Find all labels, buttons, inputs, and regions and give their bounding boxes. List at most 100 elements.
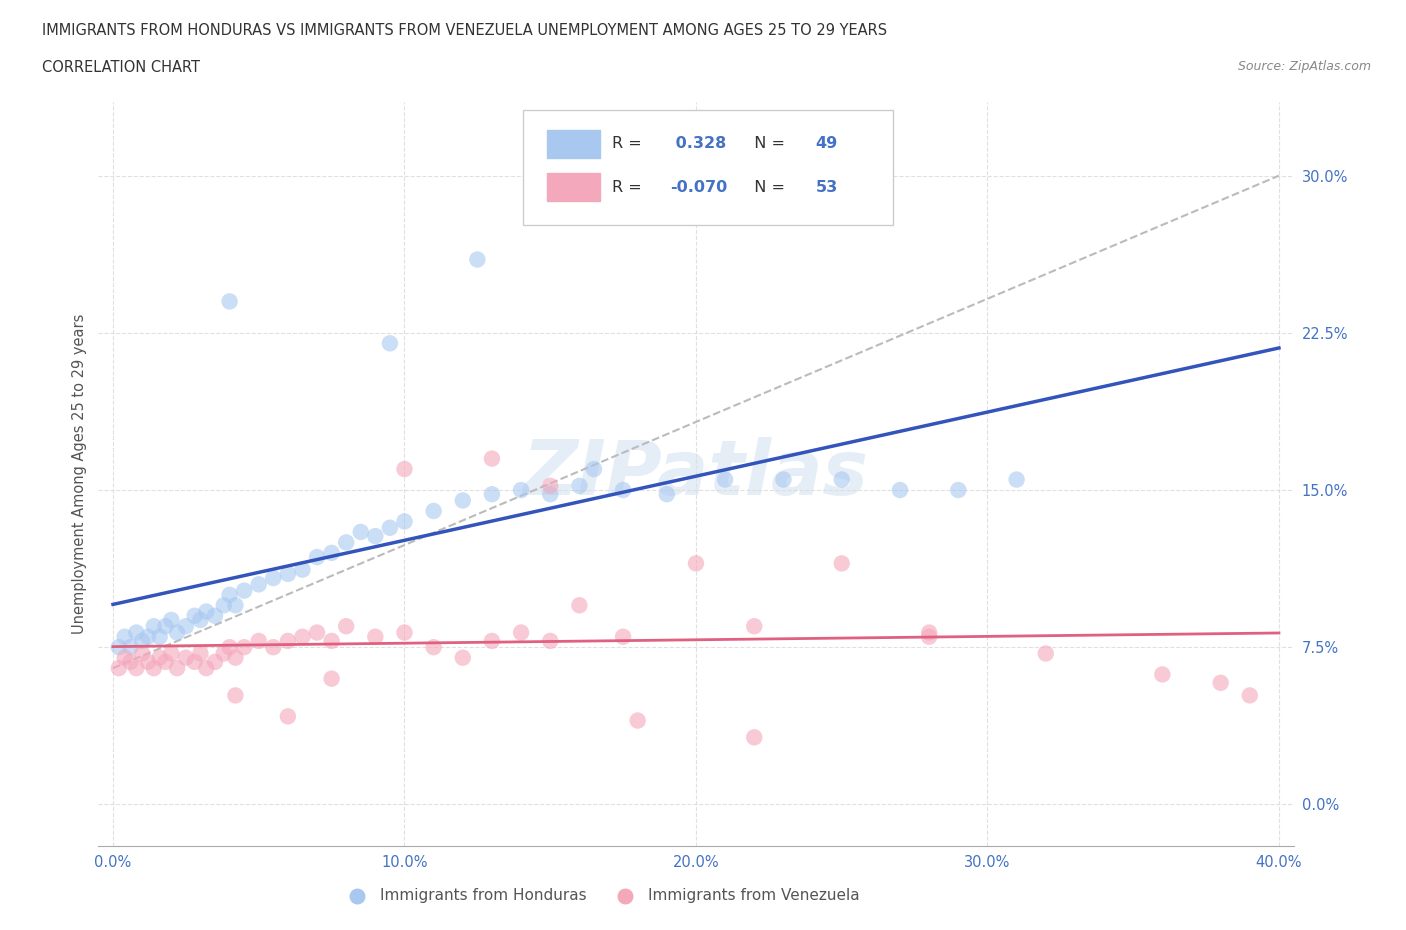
Point — [108, 660, 131, 675]
Point — [190, 613, 212, 628]
Point — [918, 625, 941, 640]
Point — [948, 483, 970, 498]
Text: ZIPatlas: ZIPatlas — [523, 437, 869, 512]
Text: CORRELATION CHART: CORRELATION CHART — [42, 60, 200, 75]
Point — [451, 493, 474, 508]
Point — [422, 503, 444, 518]
Point — [212, 646, 235, 661]
Point — [364, 630, 387, 644]
Point — [195, 660, 218, 675]
Point — [233, 640, 256, 655]
Point — [277, 633, 299, 648]
Point — [467, 252, 489, 267]
Point — [291, 563, 314, 578]
Point — [174, 650, 197, 665]
Point — [149, 630, 172, 644]
Point — [510, 483, 533, 498]
Point — [321, 546, 343, 561]
Text: R =: R = — [612, 137, 647, 152]
Text: R =: R = — [612, 179, 647, 194]
Point — [655, 486, 678, 501]
Point — [335, 618, 357, 633]
Bar — [547, 130, 600, 158]
Point — [714, 472, 737, 487]
Point — [831, 472, 853, 487]
Text: Source: ZipAtlas.com: Source: ZipAtlas.com — [1237, 60, 1371, 73]
Point — [1152, 667, 1174, 682]
Point — [685, 556, 707, 571]
Point — [394, 461, 416, 476]
Point — [224, 688, 246, 703]
Text: 49: 49 — [815, 137, 838, 152]
Point — [224, 598, 246, 613]
Point — [394, 514, 416, 529]
Point — [262, 640, 284, 655]
Point — [120, 640, 142, 655]
Point — [831, 556, 853, 571]
Bar — [547, 173, 600, 201]
Point — [451, 650, 474, 665]
Point — [742, 730, 765, 745]
Point — [481, 633, 503, 648]
Point — [166, 625, 188, 640]
Point — [218, 640, 240, 655]
Point — [114, 650, 136, 665]
Point — [160, 646, 183, 661]
Point — [224, 650, 246, 665]
Text: -0.070: -0.070 — [669, 179, 727, 194]
Point — [321, 671, 343, 686]
Point — [125, 660, 148, 675]
Point — [321, 633, 343, 648]
Point — [247, 633, 270, 648]
Text: N =: N = — [744, 137, 790, 152]
Point — [481, 486, 503, 501]
Legend: Immigrants from Honduras, Immigrants from Venezuela: Immigrants from Honduras, Immigrants fro… — [336, 883, 865, 910]
Text: IMMIGRANTS FROM HONDURAS VS IMMIGRANTS FROM VENEZUELA UNEMPLOYMENT AMONG AGES 25: IMMIGRANTS FROM HONDURAS VS IMMIGRANTS F… — [42, 23, 887, 38]
Point — [422, 640, 444, 655]
Point — [364, 528, 387, 543]
Point — [262, 571, 284, 586]
Point — [627, 713, 650, 728]
Point — [772, 472, 794, 487]
Point — [108, 640, 131, 655]
Point — [183, 608, 205, 623]
Point — [335, 535, 357, 550]
Point — [218, 588, 240, 603]
Point — [204, 655, 226, 670]
Point — [1005, 472, 1028, 487]
Point — [149, 650, 172, 665]
Point — [378, 336, 401, 351]
Point — [1239, 688, 1261, 703]
Point — [131, 646, 153, 661]
Point — [142, 618, 165, 633]
Point — [538, 478, 561, 493]
Point — [160, 613, 183, 628]
Point — [291, 630, 314, 644]
Y-axis label: Unemployment Among Ages 25 to 29 years: Unemployment Among Ages 25 to 29 years — [72, 314, 87, 634]
Text: 0.328: 0.328 — [669, 137, 725, 152]
Point — [136, 655, 159, 670]
Point — [510, 625, 533, 640]
Point — [136, 630, 159, 644]
Text: 53: 53 — [815, 179, 838, 194]
Point — [174, 618, 197, 633]
FancyBboxPatch shape — [523, 110, 893, 225]
Point — [195, 604, 218, 619]
Point — [166, 660, 188, 675]
Point — [190, 646, 212, 661]
Point — [742, 618, 765, 633]
Point — [889, 483, 911, 498]
Point — [142, 660, 165, 675]
Point — [131, 633, 153, 648]
Point — [612, 483, 634, 498]
Point — [277, 709, 299, 724]
Point — [350, 525, 373, 539]
Point — [394, 625, 416, 640]
Point — [1035, 646, 1057, 661]
Point — [183, 655, 205, 670]
Point — [568, 478, 591, 493]
Point — [612, 630, 634, 644]
Point — [247, 577, 270, 591]
Point — [918, 630, 941, 644]
Point — [212, 598, 235, 613]
